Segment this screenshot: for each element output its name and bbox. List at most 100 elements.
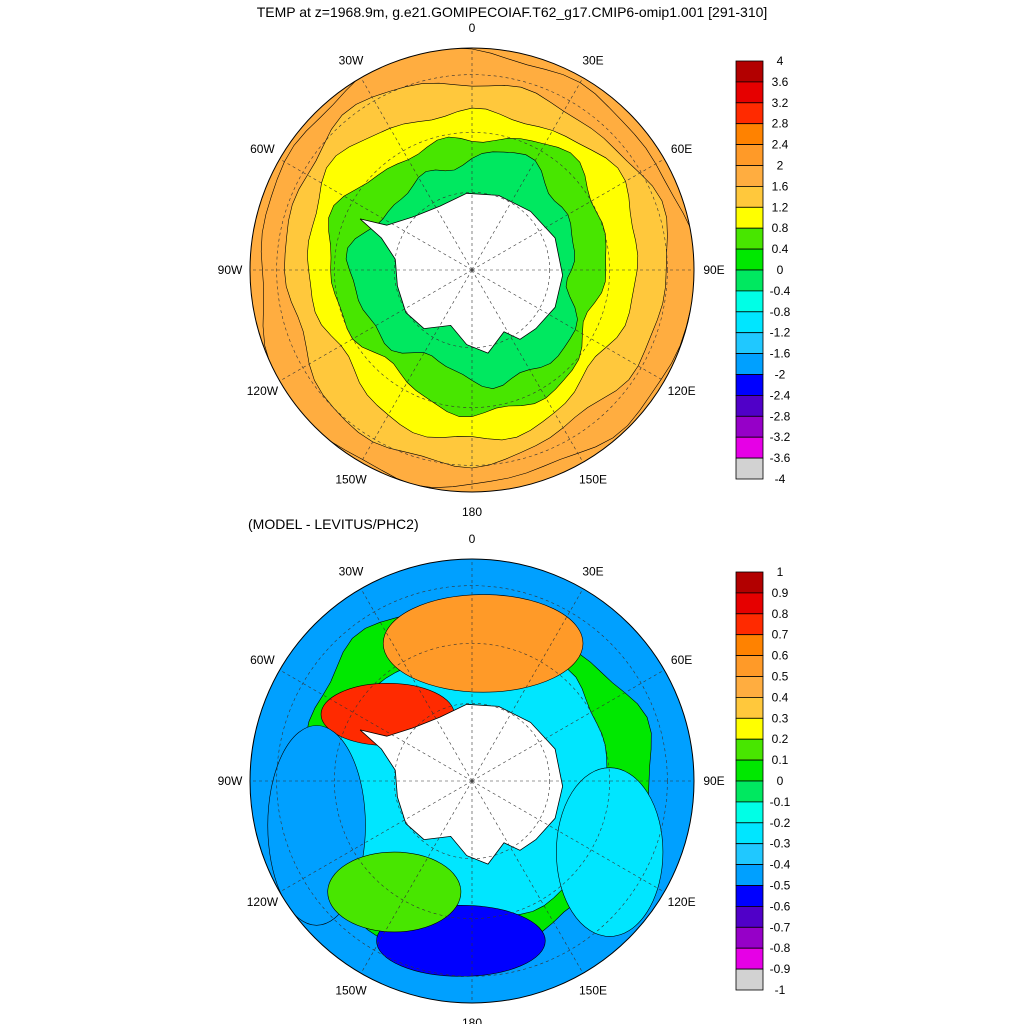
colorbar-label: 0	[777, 263, 784, 277]
colorbar-swatch	[735, 81, 764, 104]
colorbar-label: 1.2	[772, 200, 789, 214]
colorbar-label: 0.7	[772, 628, 789, 642]
colorbar-label: -1.6	[770, 347, 791, 361]
colorbar-swatch	[735, 717, 764, 740]
colorbar-swatch	[735, 290, 764, 313]
graticule-ring	[393, 192, 550, 348]
colorbar-swatch	[735, 906, 764, 928]
colorbar-label: -0.5	[770, 879, 791, 893]
graticule-meridian	[471, 780, 665, 893]
map-difference: 0 30E 60E 90E 120E 150E 180 150W 120W 90W 60W 30W	[218, 532, 725, 1024]
graticule-meridian	[360, 269, 473, 463]
longitude-label: 0	[469, 21, 476, 35]
longitude-label: 150E	[579, 984, 607, 998]
graticule-meridian	[471, 77, 584, 271]
colorbar-swatch	[735, 123, 764, 145]
colorbar-swatch	[735, 738, 764, 761]
colorbar-label: -0.8	[770, 941, 791, 955]
graticule-meridian	[471, 588, 584, 782]
longitude-label: 60W	[250, 142, 275, 156]
longitude-label: 120W	[247, 895, 279, 909]
colorbar-swatch	[735, 60, 764, 83]
graticule-meridian	[279, 158, 473, 271]
antarctica-land	[359, 703, 564, 865]
longitude-label: 30E	[582, 53, 603, 67]
graticule-meridian	[279, 780, 473, 893]
colorbar-swatch	[735, 415, 764, 438]
colorbar-swatch	[735, 822, 764, 845]
colorbar-label: 2	[777, 159, 784, 173]
colorbar-label: 0.9	[772, 586, 789, 600]
colorbar-label: 1.6	[772, 179, 789, 193]
longitude-label: 60E	[671, 653, 692, 667]
colorbar-swatch	[735, 374, 764, 396]
colorbar-swatch	[735, 592, 764, 615]
colorbar-label: 0.1	[772, 753, 789, 767]
colorbar-label: -3.6	[770, 451, 791, 465]
colorbar-label: 3.2	[772, 96, 789, 110]
colorbar-label: -0.7	[770, 920, 791, 934]
graticule-meridian	[360, 588, 473, 782]
colorbar-swatch	[735, 676, 764, 698]
colorbar-label: -0.9	[770, 962, 791, 976]
colorbar-swatch	[735, 759, 764, 782]
longitude-label: 90E	[703, 263, 724, 277]
graticule-meridian	[471, 780, 584, 974]
longitude-label: 30E	[582, 564, 603, 578]
colorbar-swatch	[735, 227, 764, 250]
longitude-label: 120E	[668, 895, 696, 909]
antarctica-land	[359, 192, 564, 354]
colorbar-label: 0.5	[772, 670, 789, 684]
graticule-meridian	[360, 780, 473, 974]
colorbar-swatch	[735, 885, 764, 907]
colorbar-label: 4	[777, 54, 784, 68]
graticule-meridian	[471, 669, 665, 782]
chart-title: TEMP at z=1968.9m, g.e21.GOMIPECOIAF.T62…	[256, 4, 768, 20]
colorbar-label: 0	[777, 774, 784, 788]
colorbar-swatch	[735, 801, 764, 824]
longitude-label: 180	[462, 1016, 482, 1024]
colorbar-difference: 1 0.9 0.8 0.7 0.6 0.5 0.4 0.3 0.2 0.1 0 -0.1 -0.2 -0.…	[735, 565, 791, 997]
graticule-meridian	[471, 158, 665, 271]
colorbar-label: 2.8	[772, 117, 789, 131]
colorbar-swatch	[735, 613, 764, 636]
colorbar-swatch	[735, 968, 764, 991]
colorbar-swatch	[735, 947, 764, 970]
colorbar-swatch	[735, 165, 764, 187]
colorbar-label: -0.2	[770, 816, 791, 830]
colorbar-label: -0.1	[770, 795, 791, 809]
colorbar-swatch	[735, 634, 764, 657]
colorbar-label: 0.3	[772, 711, 789, 725]
longitude-label: 150E	[579, 473, 607, 487]
longitude-label: 150W	[335, 473, 367, 487]
graticule-meridian	[279, 669, 473, 782]
colorbar-swatch	[735, 926, 764, 949]
colorbar-swatch	[735, 394, 764, 417]
colorbar-label: 1	[777, 565, 784, 579]
colorbar-label: 0.8	[772, 221, 789, 235]
colorbar-label: -2	[775, 368, 786, 382]
graticule-ring	[334, 132, 610, 408]
colorbar-label: -3.2	[770, 430, 791, 444]
longitude-label: 30W	[339, 53, 364, 67]
colorbar-swatch	[735, 655, 764, 677]
colorbar-label: -4	[775, 472, 786, 486]
longitude-label: 90W	[218, 774, 243, 788]
map-temperature: 0 30E 60E 90E 120E 150E 180 150W 120W 90W 60W 30W	[218, 21, 725, 519]
chart-subtitle: (MODEL - LEVITUS/PHC2)	[248, 516, 419, 532]
colorbar-swatch	[735, 353, 764, 375]
colorbar-swatch	[735, 185, 764, 208]
graticule-ring	[276, 74, 668, 466]
longitude-label: 120E	[668, 384, 696, 398]
colorbar-label: -1.2	[770, 326, 791, 340]
colorbar-swatch	[735, 206, 764, 229]
longitude-label: 60W	[250, 653, 275, 667]
colorbar-swatch	[735, 248, 764, 271]
colorbar-label: 0.4	[772, 690, 789, 704]
colorbar-swatch	[735, 144, 764, 166]
graticule-meridian	[471, 269, 665, 382]
map-border	[249, 558, 695, 1004]
colorbar-swatch	[735, 843, 764, 866]
longitude-label: 180	[462, 505, 482, 519]
